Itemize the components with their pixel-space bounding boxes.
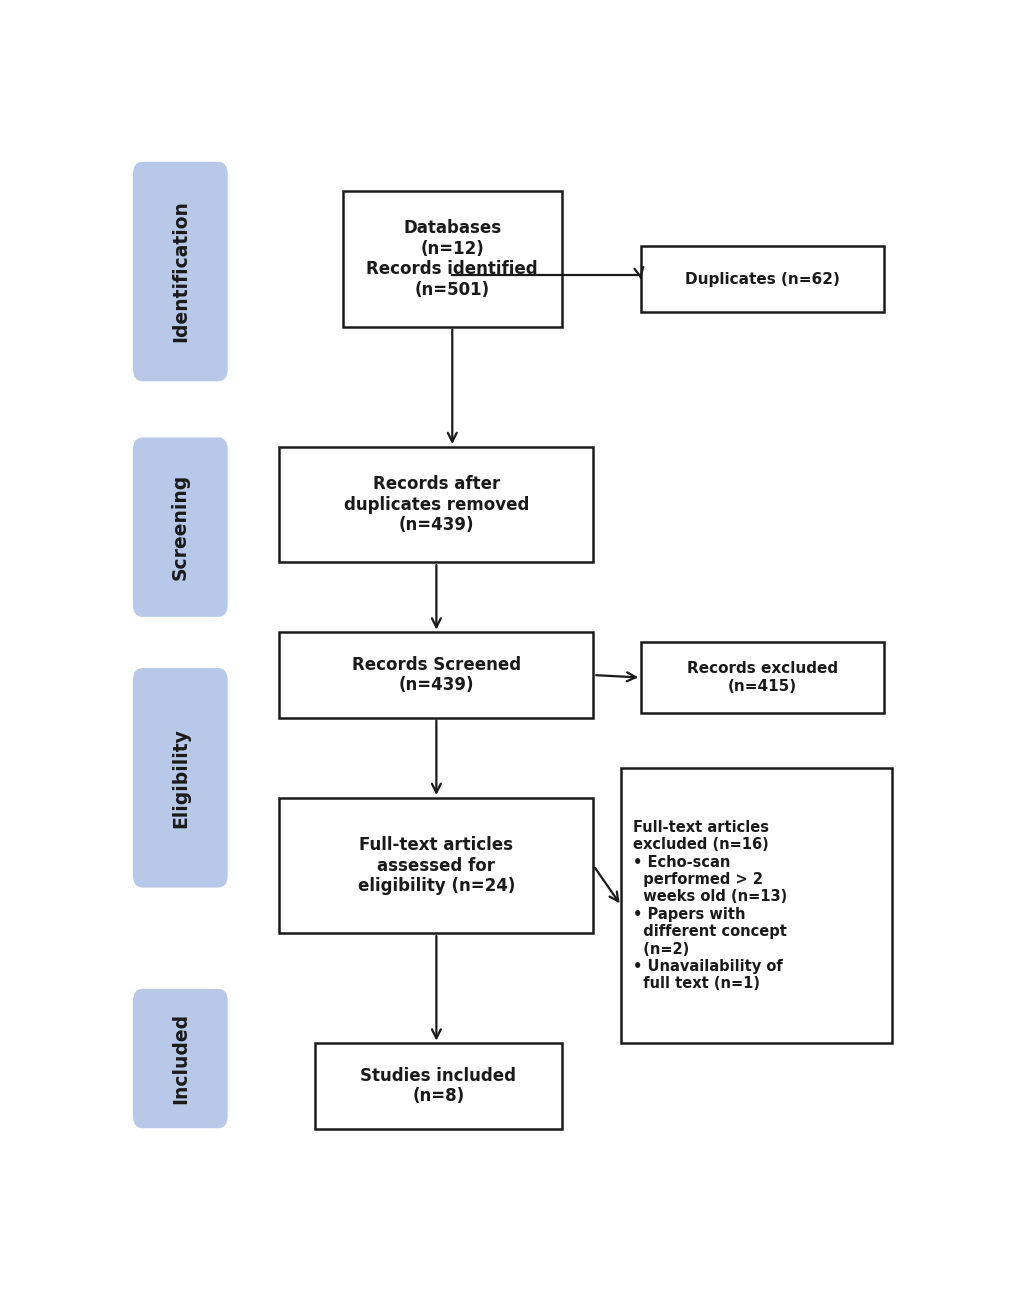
FancyBboxPatch shape <box>133 161 228 381</box>
FancyBboxPatch shape <box>279 798 593 934</box>
Text: Eligibility: Eligibility <box>171 728 190 828</box>
FancyBboxPatch shape <box>133 988 228 1129</box>
FancyBboxPatch shape <box>343 191 561 327</box>
FancyBboxPatch shape <box>641 246 883 311</box>
Text: Screening: Screening <box>171 474 190 581</box>
Text: Studies included
(n=8): Studies included (n=8) <box>360 1066 516 1105</box>
Text: Duplicates (n=62): Duplicates (n=62) <box>685 272 840 286</box>
Text: Records excluded
(n=415): Records excluded (n=415) <box>686 661 838 694</box>
FancyBboxPatch shape <box>133 668 228 888</box>
Text: Full-text articles
excluded (n=16)
• Echo-scan
  performed > 2
  weeks old (n=13: Full-text articles excluded (n=16) • Ech… <box>633 820 787 991</box>
FancyBboxPatch shape <box>641 642 883 712</box>
FancyBboxPatch shape <box>621 768 892 1043</box>
Text: Identification: Identification <box>171 201 190 342</box>
FancyBboxPatch shape <box>315 1043 561 1129</box>
Text: Included: Included <box>171 1013 190 1104</box>
FancyBboxPatch shape <box>133 437 228 617</box>
FancyBboxPatch shape <box>279 633 593 717</box>
FancyBboxPatch shape <box>279 447 593 562</box>
Text: Records Screened
(n=439): Records Screened (n=439) <box>352 656 521 694</box>
Text: Records after
duplicates removed
(n=439): Records after duplicates removed (n=439) <box>344 475 529 534</box>
Text: Full-text articles
assessed for
eligibility (n=24): Full-text articles assessed for eligibil… <box>358 836 515 896</box>
Text: Databases
(n=12)
Records identified
(n=501): Databases (n=12) Records identified (n=5… <box>366 219 538 299</box>
